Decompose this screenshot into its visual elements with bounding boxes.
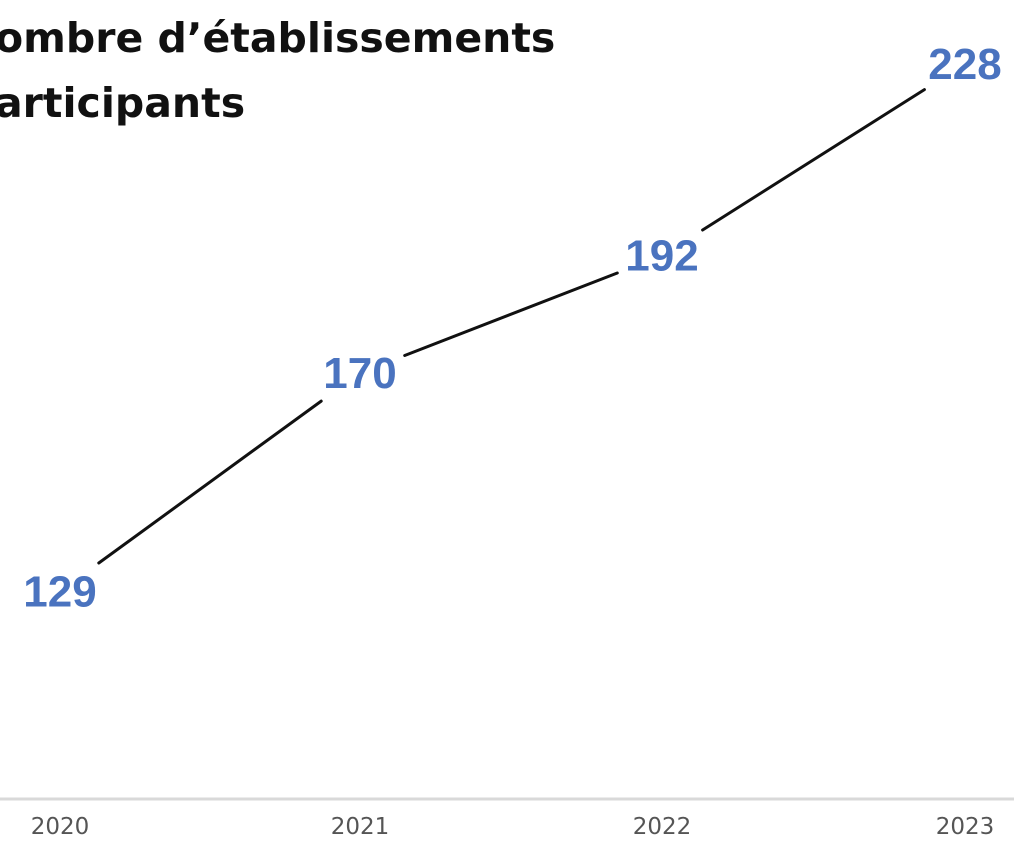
data-label: 228: [928, 40, 1001, 89]
series-line-segment: [97, 399, 323, 565]
chart-title-line-1: ombre d’établissements: [0, 14, 555, 62]
x-tick-label: 2023: [936, 814, 995, 840]
x-tick-label: 2022: [633, 814, 692, 840]
x-tick-label: 2021: [331, 814, 390, 840]
data-label: 129: [23, 567, 96, 616]
x-tick-layer: 2020 2021 2022 2023: [31, 814, 995, 840]
data-label: 170: [323, 349, 396, 398]
chart-title-line-2: articipants: [0, 79, 245, 127]
data-label: 192: [625, 232, 698, 281]
series-line-segment: [403, 271, 619, 357]
series-layer: [97, 88, 926, 565]
series-line-segment: [701, 88, 926, 232]
x-tick-label: 2020: [31, 814, 90, 840]
data-label-layer: 129 170 192 228: [23, 40, 1001, 616]
